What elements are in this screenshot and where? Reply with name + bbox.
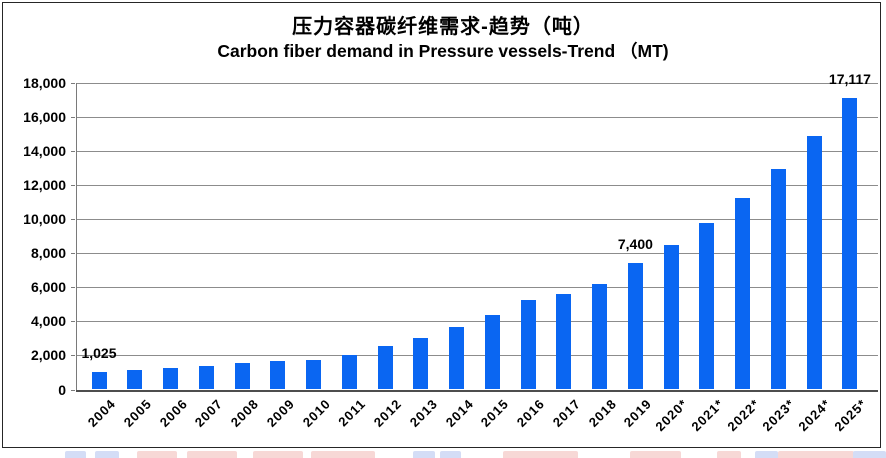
bar-2012 [377,346,393,390]
gridline [76,321,878,323]
strip-segment [65,451,86,458]
strip-segment [717,451,741,458]
strip-segment [503,451,578,458]
y-tick-label: 14,000 [23,143,66,160]
bar-2024* [806,136,822,390]
chart-title-english: Carbon fiber demand in Pressure vessels-… [217,41,669,61]
strip-segment [778,451,854,458]
y-tick-label: 10,000 [23,211,66,228]
bar-2007 [198,365,214,390]
y-tick-label: 12,000 [23,177,66,194]
bar-2010 [306,359,322,390]
strip-segment [253,451,303,458]
gridline [76,287,878,289]
gridline [76,185,878,187]
gridline [76,83,878,84]
y-tick-label: 0 [58,381,66,398]
y-axis-tick [71,253,75,255]
y-tick-label: 6,000 [30,279,66,296]
gridline [76,219,878,221]
strip-segment [311,451,375,458]
x-axis-line [76,389,878,392]
y-tick-label: 8,000 [30,245,66,262]
y-tick-label: 18,000 [23,75,66,91]
bar-2022* [735,197,751,390]
chart-frame [2,2,881,448]
bar-2021* [699,222,715,390]
strip-segment [413,451,435,458]
bar-2014 [449,327,465,390]
bar-2023* [770,169,786,390]
bar-2011 [341,355,357,390]
y-axis-tick [71,321,75,323]
strip-segment [95,451,119,458]
strip-segment [440,451,461,458]
data-label: 1,025 [81,345,117,362]
y-tick-label: 4,000 [30,313,66,330]
strip-segment [187,451,237,458]
bar-2004 [91,372,107,390]
y-axis-line [76,83,77,390]
y-axis-tick [71,287,75,289]
bar-2005 [127,369,143,390]
y-axis-tick [71,389,75,391]
bar-2016 [520,300,536,390]
gridline [76,355,878,357]
bar-2018 [592,283,608,390]
y-axis-tick [71,151,75,153]
strip-segment [630,451,681,458]
strip-segment [755,451,778,458]
gridline [76,117,878,119]
gridline [76,253,878,255]
gridline [76,151,878,153]
bar-2008 [234,363,250,390]
strip-segment [853,451,886,458]
data-label: 17,117 [828,71,871,88]
bar-2006 [163,368,179,390]
bar-2019 [627,263,643,390]
y-axis-tick [71,185,75,187]
bar-2015 [484,314,500,390]
y-tick-label: 2,000 [30,347,66,364]
bar-2025* [842,98,858,390]
y-axis-tick [71,355,75,357]
y-axis-tick [71,83,75,84]
y-tick-label: 16,000 [23,109,66,126]
bar-2013 [413,338,429,390]
chart-title-chinese: 压力容器碳纤维需求-趋势（吨） [292,16,594,38]
data-label: 7,400 [617,236,653,253]
bar-2017 [556,294,572,390]
y-axis-tick [71,219,75,221]
bar-2009 [270,361,286,390]
strip-segment [137,451,177,458]
bar-2020* [663,244,679,390]
y-axis-tick [71,117,75,119]
